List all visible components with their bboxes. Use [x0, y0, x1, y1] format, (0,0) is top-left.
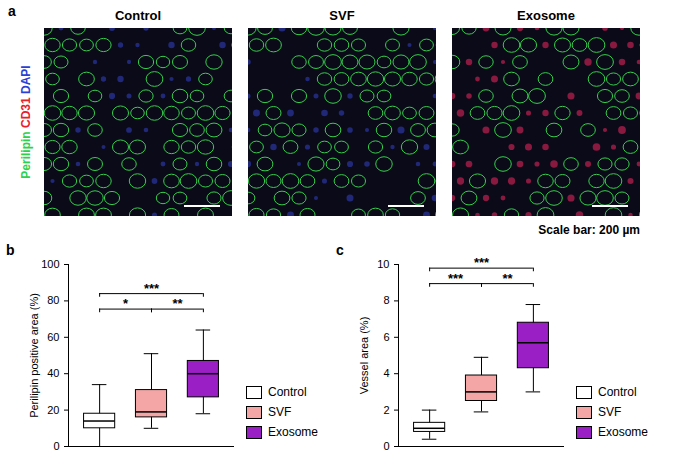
svg-text:SVF: SVF [329, 8, 354, 23]
svg-text:***: *** [474, 255, 490, 270]
svg-text:0: 0 [383, 440, 389, 452]
html-text:SVF: SVF [598, 405, 622, 419]
html-text:Control: Control [268, 385, 307, 399]
svg-text:6: 6 [383, 331, 389, 343]
svg-text:*: * [123, 296, 129, 311]
svg-text:80: 80 [47, 294, 59, 306]
svg-text:Perilipin CD31 DAPI: Perilipin CD31 DAPI [19, 65, 33, 178]
svg-text:2: 2 [383, 404, 389, 416]
svg-text:Scale bar: 200 µm: Scale bar: 200 µm [538, 223, 640, 237]
svg-text:**: ** [502, 271, 513, 286]
svg-text:4: 4 [383, 367, 389, 379]
html-text:Control: Control [598, 385, 637, 399]
svg-text:8: 8 [383, 294, 389, 306]
html-text:b: b [6, 242, 15, 258]
svg-text:Exosome: Exosome [517, 8, 575, 23]
html-text:SVF: SVF [268, 405, 292, 419]
html-text:Exosome: Exosome [598, 425, 648, 439]
svg-text:0: 0 [53, 440, 59, 452]
svg-text:20: 20 [47, 404, 59, 416]
svg-text:10: 10 [377, 258, 389, 270]
html-text:Exosome: Exosome [268, 425, 318, 439]
svg-text:***: *** [448, 271, 464, 286]
svg-text:**: ** [172, 296, 183, 311]
svg-text:a: a [8, 3, 16, 19]
svg-text:Vessel area (%): Vessel area (%) [358, 317, 370, 395]
svg-text:Control: Control [115, 8, 161, 23]
svg-text:100: 100 [41, 258, 59, 270]
svg-text:Perilipin positive area (%): Perilipin positive area (%) [28, 293, 40, 418]
svg-text:***: *** [144, 281, 160, 296]
svg-text:40: 40 [47, 367, 59, 379]
html-text:c: c [336, 242, 344, 258]
svg-text:60: 60 [47, 331, 59, 343]
